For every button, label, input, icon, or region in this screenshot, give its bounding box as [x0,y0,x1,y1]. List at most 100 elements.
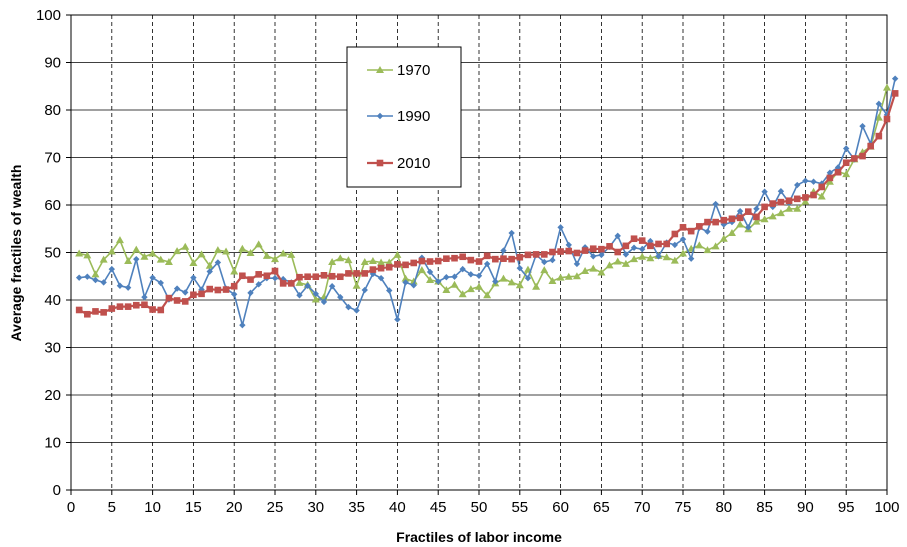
data-point-1990 [541,258,548,266]
data-point-2010 [655,240,662,248]
data-point-1990 [573,260,581,268]
data-point-1990 [84,273,91,280]
data-point-1990 [859,122,866,130]
data-point-2010 [369,266,377,273]
data-point-1970 [638,252,647,260]
data-point-2010 [475,258,483,265]
data-point-1970 [581,267,590,275]
data-point-1990 [475,272,483,279]
data-point-1970 [752,217,761,225]
data-point-2010 [671,230,679,238]
data-point-1970 [450,280,459,288]
data-point-2010 [190,291,197,299]
data-point-2010 [361,270,369,277]
data-point-1970 [662,253,671,261]
data-point-1990 [736,207,744,215]
data-point-1970 [140,252,149,260]
x-tick-label: 45 [430,499,447,516]
x-tick-label: 40 [389,499,406,516]
data-point-1990 [549,256,556,264]
data-point-1970 [197,250,206,258]
data-point-2010 [834,168,842,176]
data-point-1990 [149,274,156,281]
data-point-2010 [141,301,148,309]
data-point-1970 [736,220,745,228]
legend-marker-1970 [376,66,384,73]
x-tick-label: 85 [756,499,773,516]
data-point-2010 [402,261,409,269]
grid-lines [71,15,887,490]
data-point-2010 [500,255,507,262]
data-point-2010 [622,242,630,250]
data-point-1990 [777,188,785,195]
x-tick-label: 5 [108,499,116,516]
y-tick-label: 90 [44,55,61,72]
data-point-1970 [213,246,222,254]
data-point-1970 [115,236,124,244]
x-tick-label: 30 [307,499,324,516]
data-point-2010 [875,132,883,140]
y-tick-label: 40 [44,292,61,309]
data-point-1990 [198,286,205,293]
data-point-1990 [720,221,727,228]
legend-marker-2010 [376,159,384,167]
data-point-1990 [231,291,238,298]
data-point-2010 [712,218,719,226]
data-point-2010 [75,306,83,314]
data-point-1990 [891,75,899,82]
data-point-1970 [328,258,337,265]
data-point-2010 [279,280,287,287]
data-point-2010 [492,255,499,263]
data-point-2010 [728,215,736,223]
data-point-1990 [190,274,197,281]
y-tick-label: 20 [44,387,61,404]
data-point-1970 [711,242,720,250]
data-point-1970 [368,257,377,265]
data-point-1970 [760,215,769,223]
x-tick-label: 95 [838,499,855,516]
data-point-1990 [410,282,417,289]
data-point-2010 [336,273,344,281]
data-point-2010 [124,303,132,310]
legend-label-1990: 1990 [397,108,430,125]
data-point-1990 [655,253,662,260]
data-point-2010 [818,183,826,191]
data-point-1990 [508,229,515,237]
x-tick-label: 70 [634,499,651,516]
data-point-1990 [100,279,107,286]
data-point-1990 [704,228,711,235]
data-point-1970 [75,249,84,257]
data-point-1970 [344,256,353,264]
y-tick-label: 30 [44,340,61,357]
data-point-1970 [727,229,736,237]
data-point-1970 [621,259,630,267]
x-tick-label: 35 [348,499,365,516]
data-point-2010 [630,235,638,243]
data-point-2010 [777,198,785,206]
data-point-2010 [589,245,597,252]
data-point-2010 [614,248,622,256]
data-point-1970 [564,272,573,280]
data-point-1990 [492,278,499,285]
data-point-1970 [393,250,402,258]
data-point-2010 [524,251,532,259]
x-tick-label: 20 [226,499,243,516]
data-point-1970 [646,254,655,262]
data-point-1990 [435,278,442,285]
data-point-2010 [769,200,777,207]
x-tick-label: 65 [593,499,610,516]
y-tick-label: 80 [44,102,61,119]
data-point-2010 [385,263,393,271]
data-point-1970 [83,251,92,259]
data-point-1970 [842,170,851,178]
data-point-1970 [360,258,369,265]
data-point-1970 [426,276,435,284]
data-point-1990 [337,293,344,301]
data-point-1990 [753,205,760,212]
data-point-1990 [402,279,409,286]
x-tick-label: 50 [471,499,488,516]
data-point-1990 [679,236,687,243]
data-point-1990 [353,307,360,314]
data-point-1990 [328,283,336,290]
data-point-2010 [826,174,834,182]
